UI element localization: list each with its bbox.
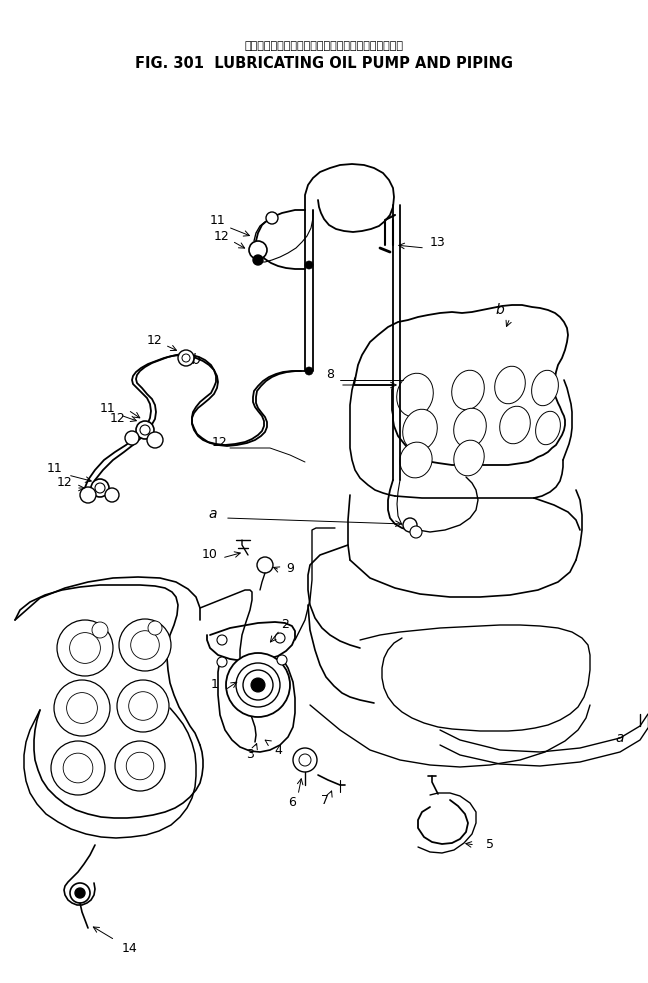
Circle shape <box>182 354 190 362</box>
Text: 1: 1 <box>211 678 219 691</box>
Circle shape <box>92 622 108 638</box>
Text: 10: 10 <box>202 549 218 561</box>
Text: 12: 12 <box>110 412 126 425</box>
Circle shape <box>403 518 417 532</box>
Circle shape <box>253 255 263 265</box>
Circle shape <box>57 620 113 676</box>
Circle shape <box>251 678 265 692</box>
Circle shape <box>117 680 169 732</box>
Circle shape <box>299 754 311 766</box>
Circle shape <box>148 621 162 635</box>
Text: 2: 2 <box>281 618 289 631</box>
Text: ルーブリケーティングオイルポンプおよびパイピング: ルーブリケーティングオイルポンプおよびパイピング <box>244 41 404 51</box>
Text: 12: 12 <box>214 229 230 243</box>
Circle shape <box>75 888 85 898</box>
Circle shape <box>140 425 150 435</box>
Text: 14: 14 <box>122 942 138 954</box>
Circle shape <box>248 675 268 695</box>
Text: 13: 13 <box>430 237 446 250</box>
Ellipse shape <box>494 367 526 404</box>
Text: 11: 11 <box>100 401 116 415</box>
Ellipse shape <box>531 371 559 406</box>
Ellipse shape <box>400 442 432 478</box>
Circle shape <box>131 631 159 660</box>
Circle shape <box>91 479 109 497</box>
Text: b: b <box>192 353 200 367</box>
Circle shape <box>125 431 139 445</box>
Text: 11: 11 <box>47 461 63 475</box>
Circle shape <box>217 657 227 667</box>
Circle shape <box>126 752 154 780</box>
Text: a: a <box>209 507 217 521</box>
Circle shape <box>80 487 96 503</box>
Circle shape <box>178 350 194 366</box>
Circle shape <box>277 655 287 665</box>
Text: 12: 12 <box>57 477 73 490</box>
Circle shape <box>275 633 285 643</box>
Ellipse shape <box>536 411 561 444</box>
Circle shape <box>129 692 157 721</box>
Circle shape <box>115 741 165 791</box>
Text: 11: 11 <box>210 213 226 226</box>
Text: FIG. 301  LUBRICATING OIL PUMP AND PIPING: FIG. 301 LUBRICATING OIL PUMP AND PIPING <box>135 55 513 71</box>
Text: 3: 3 <box>246 748 254 762</box>
Circle shape <box>147 432 163 448</box>
Ellipse shape <box>397 374 434 417</box>
Text: 8: 8 <box>326 369 334 381</box>
Circle shape <box>243 670 273 700</box>
Text: 7: 7 <box>321 793 329 806</box>
Text: 9: 9 <box>286 561 294 574</box>
Circle shape <box>51 741 105 795</box>
Text: 5: 5 <box>486 838 494 851</box>
Text: 12: 12 <box>212 436 228 449</box>
Circle shape <box>105 488 119 502</box>
Circle shape <box>249 241 267 259</box>
Circle shape <box>266 212 278 224</box>
Circle shape <box>236 663 280 707</box>
Circle shape <box>293 748 317 772</box>
Text: 4: 4 <box>274 743 282 757</box>
Circle shape <box>54 680 110 736</box>
Text: 6: 6 <box>288 795 296 808</box>
Circle shape <box>63 753 93 782</box>
Text: a: a <box>616 731 624 745</box>
Text: b: b <box>496 303 504 317</box>
Circle shape <box>67 693 97 723</box>
Text: 12: 12 <box>147 333 163 346</box>
Circle shape <box>119 619 171 671</box>
Circle shape <box>69 633 100 664</box>
Circle shape <box>305 261 313 269</box>
Circle shape <box>70 883 90 903</box>
Ellipse shape <box>452 371 484 410</box>
Ellipse shape <box>454 440 484 476</box>
Circle shape <box>95 483 105 493</box>
Circle shape <box>257 557 273 573</box>
Circle shape <box>217 635 227 645</box>
Circle shape <box>305 367 313 375</box>
Ellipse shape <box>402 409 437 451</box>
Ellipse shape <box>500 406 530 443</box>
Circle shape <box>226 653 290 717</box>
Ellipse shape <box>454 408 486 448</box>
Circle shape <box>410 526 422 538</box>
Circle shape <box>136 421 154 439</box>
